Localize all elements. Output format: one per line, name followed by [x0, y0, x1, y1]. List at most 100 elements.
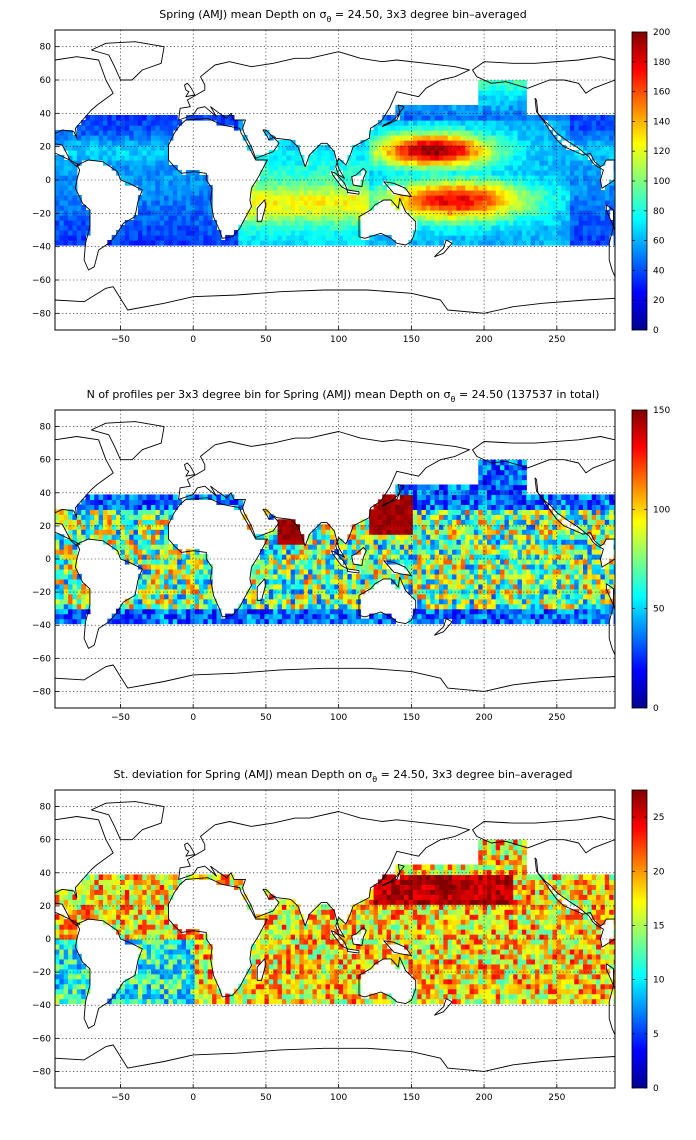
heatmap-cell	[155, 588, 161, 595]
heatmap-cell	[72, 618, 78, 625]
heatmap-cell	[281, 608, 287, 615]
heatmap-cell	[404, 544, 410, 550]
heatmap-cell	[129, 539, 135, 545]
heatmap-cell	[421, 160, 427, 166]
heatmap-cell	[500, 240, 506, 246]
heatmap-cell	[303, 185, 309, 191]
heatmap-cell	[159, 185, 165, 191]
heatmap-cell	[360, 524, 366, 530]
heatmap-cell	[469, 563, 475, 570]
heatmap-cell	[434, 225, 440, 231]
heatmap-cell	[273, 613, 279, 620]
heatmap-cell	[72, 559, 78, 565]
heatmap-cell	[521, 125, 527, 131]
heatmap-cell	[609, 195, 615, 201]
heatmap-cell	[251, 220, 257, 226]
heatmap-cell	[120, 554, 126, 560]
heatmap-cell	[382, 185, 388, 191]
heatmap-cell	[556, 145, 562, 151]
heatmap-cell	[421, 544, 427, 550]
heatmap-cell	[452, 559, 458, 565]
heatmap-cell	[81, 598, 87, 605]
heatmap-cell	[177, 200, 183, 206]
heatmap-cell	[500, 160, 506, 166]
heatmap-cell	[443, 588, 449, 595]
heatmap-cell	[548, 210, 554, 216]
heatmap-cell	[482, 618, 488, 625]
heatmap-cell	[325, 598, 331, 605]
heatmap-cell	[500, 583, 506, 590]
heatmap-cell	[286, 205, 292, 211]
heatmap-cell	[194, 618, 200, 625]
heatmap-cell	[286, 583, 292, 590]
heatmap-cell	[504, 618, 510, 625]
heatmap-cell	[247, 230, 252, 236]
heatmap-cell	[273, 539, 279, 545]
heatmap-cell	[312, 175, 318, 181]
heatmap-cell	[478, 539, 484, 545]
heatmap-cell	[578, 618, 584, 625]
heatmap-cell	[521, 524, 527, 530]
heatmap-cell	[268, 608, 274, 615]
heatmap-cell	[155, 235, 161, 241]
y-tick-label: 0	[45, 176, 51, 186]
heatmap-cell	[164, 563, 170, 570]
heatmap-cell	[68, 598, 74, 605]
heatmap-cell	[417, 105, 423, 111]
heatmap-cell	[548, 185, 554, 191]
chart-panel-2: N of profiles per 3x3 degree bin for Spr…	[32, 388, 670, 723]
heatmap-cell	[596, 608, 602, 615]
heatmap-cell	[596, 125, 602, 131]
heatmap-cell	[72, 608, 78, 615]
heatmap-cell	[273, 559, 279, 565]
heatmap-cell	[395, 514, 401, 520]
heatmap-cell	[260, 155, 266, 161]
heatmap-cell	[181, 554, 187, 560]
heatmap-cell	[434, 175, 440, 181]
heatmap-cell	[439, 608, 444, 615]
heatmap-cell	[452, 145, 458, 151]
heatmap-cell	[382, 539, 388, 545]
heatmap-cell	[347, 588, 353, 595]
heatmap-cell	[268, 230, 274, 236]
heatmap-cell	[487, 578, 492, 585]
heatmap-cell	[281, 593, 287, 600]
heatmap-cell	[408, 110, 414, 116]
heatmap-cell	[504, 598, 510, 605]
heatmap-cell	[290, 165, 296, 171]
heatmap-cell	[203, 205, 209, 211]
heatmap-cell	[386, 160, 392, 166]
heatmap-cell	[303, 170, 309, 176]
heatmap-cell	[316, 598, 322, 605]
heatmap-cell	[168, 613, 174, 620]
heatmap-cell	[72, 170, 78, 176]
heatmap-cell	[609, 135, 615, 141]
heatmap-cell	[421, 225, 427, 231]
heatmap-cell	[81, 529, 87, 535]
heatmap-cell	[177, 603, 183, 610]
heatmap-cell	[116, 165, 122, 171]
heatmap-cell	[583, 598, 588, 605]
heatmap-cell	[225, 618, 231, 625]
heatmap-cell	[59, 185, 65, 191]
heatmap-cell	[177, 588, 183, 595]
heatmap-cell	[517, 220, 523, 226]
heatmap-cell	[443, 165, 449, 171]
heatmap-cell	[98, 534, 104, 540]
heatmap-cell	[495, 230, 501, 236]
heatmap-cell	[151, 549, 156, 555]
heatmap-cell	[556, 185, 562, 191]
heatmap-cell	[613, 534, 615, 540]
heatmap-cell	[146, 165, 152, 171]
heatmap-cell	[508, 160, 514, 166]
heatmap-cell	[478, 95, 484, 101]
y-tick-label: 20	[40, 143, 52, 153]
heatmap-cell	[460, 549, 466, 555]
heatmap-cell	[517, 175, 523, 181]
heatmap-cell	[434, 524, 440, 530]
heatmap-cell	[347, 205, 353, 211]
heatmap-cell	[504, 180, 510, 186]
heatmap-cell	[116, 115, 122, 121]
heatmap-cell	[495, 170, 501, 176]
heatmap-cell	[421, 220, 427, 226]
